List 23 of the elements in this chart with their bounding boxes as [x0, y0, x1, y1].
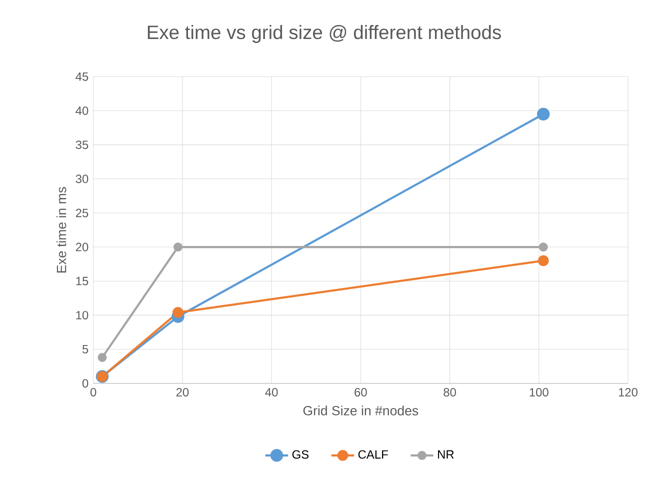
y-tick-label: 30 [76, 174, 88, 184]
y-tick-label: 0 [82, 379, 88, 388]
x-tick-label: 80 [444, 388, 456, 396]
y-axis-title: Exe time in ms [56, 186, 66, 272]
chart-title: Exe time vs grid size @ different methods [148, 25, 501, 43]
x-tick-label: 100 [530, 388, 548, 396]
y-tick-label: 20 [76, 242, 88, 252]
y-tick-label: 45 [76, 72, 88, 81]
y-tick-label: 10 [76, 310, 88, 320]
legend-label: NR [438, 450, 454, 459]
y-tick-label: 15 [76, 276, 88, 286]
x-tick-label: 0 [90, 388, 96, 396]
x-tick-label: 120 [618, 388, 638, 396]
y-tick-label: 25 [76, 208, 88, 218]
legend-label: CALF [358, 450, 388, 459]
y-tick-label: 5 [82, 345, 88, 354]
y-tick-label: 40 [76, 106, 88, 115]
x-tick-label: 60 [354, 388, 367, 396]
x-axis-title: Grid Size in #nodes [303, 406, 418, 416]
legend-label: GS [292, 450, 309, 459]
x-tick-label: 20 [176, 388, 189, 396]
x-tick-label: 40 [265, 388, 278, 396]
y-tick-label: 35 [76, 140, 88, 150]
